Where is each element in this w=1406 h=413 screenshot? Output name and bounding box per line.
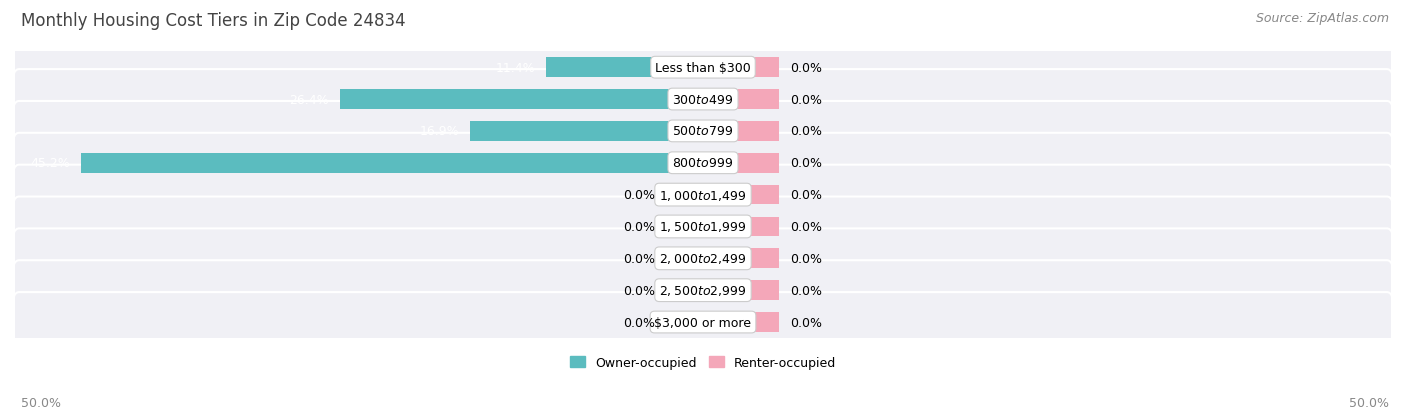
Text: 0.0%: 0.0% — [790, 221, 821, 233]
Text: Source: ZipAtlas.com: Source: ZipAtlas.com — [1256, 12, 1389, 25]
Text: Less than $300: Less than $300 — [655, 62, 751, 74]
FancyBboxPatch shape — [13, 102, 1393, 161]
Text: $1,500 to $1,999: $1,500 to $1,999 — [659, 220, 747, 234]
Bar — [703, 217, 779, 237]
Bar — [703, 154, 779, 173]
Legend: Owner-occupied, Renter-occupied: Owner-occupied, Renter-occupied — [569, 356, 837, 369]
Bar — [703, 280, 779, 300]
Text: 0.0%: 0.0% — [623, 221, 655, 233]
Text: 16.9%: 16.9% — [420, 125, 460, 138]
Text: 50.0%: 50.0% — [1350, 396, 1389, 409]
Bar — [82, 154, 703, 173]
Bar — [703, 90, 779, 110]
Text: 0.0%: 0.0% — [790, 62, 821, 74]
FancyBboxPatch shape — [13, 261, 1393, 320]
Text: 0.0%: 0.0% — [790, 189, 821, 202]
Bar — [662, 217, 703, 237]
Bar — [662, 185, 703, 205]
Bar — [340, 90, 703, 110]
Bar — [546, 58, 703, 78]
Bar — [662, 312, 703, 332]
FancyBboxPatch shape — [13, 38, 1393, 98]
Bar — [703, 122, 779, 141]
Text: $2,000 to $2,499: $2,000 to $2,499 — [659, 252, 747, 266]
Text: 0.0%: 0.0% — [623, 252, 655, 265]
Bar — [703, 185, 779, 205]
Text: 0.0%: 0.0% — [790, 157, 821, 170]
Text: 0.0%: 0.0% — [790, 284, 821, 297]
Text: $3,000 or more: $3,000 or more — [655, 316, 751, 329]
Text: 0.0%: 0.0% — [790, 252, 821, 265]
FancyBboxPatch shape — [13, 70, 1393, 130]
Text: 0.0%: 0.0% — [790, 93, 821, 106]
Text: 11.4%: 11.4% — [495, 62, 536, 74]
Text: $1,000 to $1,499: $1,000 to $1,499 — [659, 188, 747, 202]
Bar — [662, 280, 703, 300]
FancyBboxPatch shape — [13, 133, 1393, 193]
Bar — [703, 58, 779, 78]
Text: 50.0%: 50.0% — [21, 396, 60, 409]
Text: $300 to $499: $300 to $499 — [672, 93, 734, 106]
Bar — [703, 249, 779, 268]
Text: 45.2%: 45.2% — [31, 157, 70, 170]
Text: 0.0%: 0.0% — [623, 284, 655, 297]
Text: $800 to $999: $800 to $999 — [672, 157, 734, 170]
Bar — [471, 122, 703, 141]
Bar — [703, 312, 779, 332]
Bar — [662, 249, 703, 268]
Text: Monthly Housing Cost Tiers in Zip Code 24834: Monthly Housing Cost Tiers in Zip Code 2… — [21, 12, 406, 30]
Text: 26.4%: 26.4% — [290, 93, 329, 106]
FancyBboxPatch shape — [13, 197, 1393, 257]
Text: 0.0%: 0.0% — [623, 316, 655, 329]
FancyBboxPatch shape — [13, 292, 1393, 352]
Text: 0.0%: 0.0% — [790, 316, 821, 329]
FancyBboxPatch shape — [13, 165, 1393, 225]
FancyBboxPatch shape — [13, 229, 1393, 289]
Text: $2,500 to $2,999: $2,500 to $2,999 — [659, 283, 747, 297]
Text: 0.0%: 0.0% — [790, 125, 821, 138]
Text: 0.0%: 0.0% — [623, 189, 655, 202]
Text: $500 to $799: $500 to $799 — [672, 125, 734, 138]
